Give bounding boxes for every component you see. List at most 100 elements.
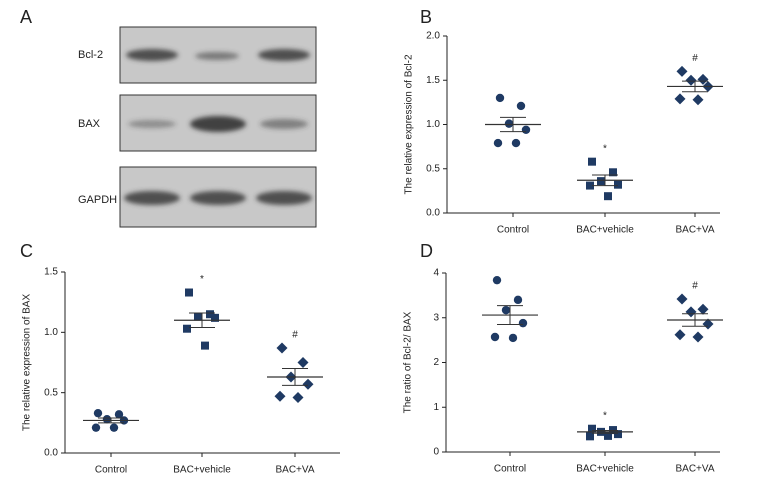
data-point xyxy=(206,310,214,319)
y-tick-label: 2.0 xyxy=(426,31,440,42)
band xyxy=(190,116,246,132)
data-point xyxy=(194,312,202,321)
data-point xyxy=(697,73,709,85)
y-tick-label: 1.5 xyxy=(44,267,58,278)
error-bar xyxy=(592,430,618,434)
band xyxy=(126,49,178,61)
blot-row-label: BAX xyxy=(78,118,101,130)
data-point xyxy=(604,431,612,440)
x-tick-label: BAC+vehicle xyxy=(576,225,634,236)
data-point xyxy=(597,177,605,186)
data-point xyxy=(697,303,709,315)
data-point xyxy=(102,415,112,424)
x-tick-label: BAC+VA xyxy=(676,225,715,236)
data-point xyxy=(492,275,502,285)
error-bar xyxy=(189,312,215,329)
significance-mark: * xyxy=(603,410,607,421)
y-tick-label: 1 xyxy=(433,402,439,413)
data-point xyxy=(185,288,193,297)
significance-mark: * xyxy=(603,143,607,154)
data-point xyxy=(93,408,103,418)
data-point xyxy=(521,125,531,135)
data-point xyxy=(276,342,288,354)
data-point xyxy=(588,424,596,433)
data-point xyxy=(109,423,119,432)
data-point xyxy=(676,65,688,77)
y-tick-label: 0.5 xyxy=(44,387,58,398)
western-blot: Bcl-2 BAX GAPDH xyxy=(78,26,317,228)
band xyxy=(258,49,310,61)
data-point xyxy=(614,430,622,439)
band xyxy=(256,191,312,205)
y-tick-label: 0.0 xyxy=(426,208,440,219)
data-point xyxy=(614,180,622,189)
data-point xyxy=(508,333,518,343)
y-tick-label: 1.5 xyxy=(426,75,440,86)
y-tick-label: 1.0 xyxy=(426,119,440,130)
panel-label: C xyxy=(20,241,33,261)
data-point xyxy=(493,138,503,148)
error-bar xyxy=(98,417,124,424)
significance-mark: * xyxy=(200,274,204,285)
y-tick-label: 3 xyxy=(433,312,439,323)
x-tick-label: BAC+vehicle xyxy=(173,465,231,476)
error-bar xyxy=(682,313,708,327)
x-tick-label: BAC+VA xyxy=(676,464,715,475)
significance-mark: # xyxy=(292,330,298,341)
panel-label: A xyxy=(20,7,32,27)
x-tick-label: Control xyxy=(497,225,529,236)
significance-mark: # xyxy=(692,281,698,292)
data-point xyxy=(586,432,594,441)
data-point xyxy=(501,305,511,315)
data-point xyxy=(292,391,304,403)
data-point xyxy=(274,390,286,402)
data-point xyxy=(674,93,686,105)
y-tick-label: 0.0 xyxy=(44,448,58,459)
panel-label: D xyxy=(420,241,433,261)
data-point xyxy=(609,168,617,177)
y-tick-label: 0 xyxy=(433,447,439,458)
significance-mark: # xyxy=(692,53,698,64)
band xyxy=(124,191,180,205)
data-point xyxy=(676,293,688,305)
data-point xyxy=(586,181,594,190)
y-axis-label: The relative expression of BAX xyxy=(22,294,33,432)
blot-row-label: Bcl-2 xyxy=(78,49,103,61)
data-point xyxy=(297,357,309,368)
data-point xyxy=(588,157,596,166)
data-point xyxy=(511,138,521,148)
data-point xyxy=(702,318,714,330)
data-point xyxy=(302,378,314,390)
x-tick-label: Control xyxy=(95,465,127,476)
blot-row-label: GAPDH xyxy=(78,194,117,206)
y-tick-label: 4 xyxy=(433,268,439,279)
y-axis-label: The relative expression of Bcl-2 xyxy=(404,54,415,195)
y-tick-label: 0.5 xyxy=(426,163,440,174)
band xyxy=(260,119,308,129)
panel-label: B xyxy=(420,7,432,27)
data-point xyxy=(211,313,219,322)
data-point xyxy=(513,295,523,305)
data-point xyxy=(692,94,704,106)
data-point xyxy=(685,74,697,86)
y-tick-label: 2 xyxy=(433,357,439,368)
data-point xyxy=(504,119,514,128)
error-bar xyxy=(500,116,526,133)
y-tick-label: 1.0 xyxy=(44,327,58,338)
error-bar xyxy=(497,305,523,325)
data-point xyxy=(201,341,209,350)
data-point xyxy=(495,93,505,103)
data-point xyxy=(604,192,612,201)
data-point xyxy=(516,101,526,111)
data-point xyxy=(692,331,704,343)
error-bar xyxy=(592,174,618,187)
x-tick-label: BAC+VA xyxy=(276,465,315,476)
data-point xyxy=(518,318,528,328)
error-bar xyxy=(682,80,708,93)
x-tick-label: Control xyxy=(494,464,526,475)
error-bar xyxy=(282,368,308,386)
data-point xyxy=(183,324,191,333)
data-point xyxy=(685,306,697,318)
x-tick-label: BAC+vehicle xyxy=(576,464,634,475)
